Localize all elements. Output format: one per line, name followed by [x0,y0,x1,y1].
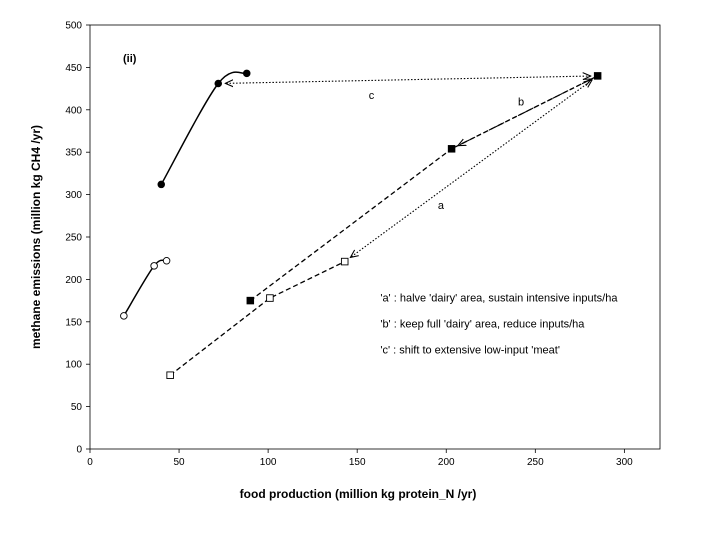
arrow-label-b: b [518,97,524,109]
annotation-2: 'c' : shift to extensive low-input 'meat… [380,345,560,357]
annotation-0: 'a' : halve 'dairy' area, sustain intens… [380,293,618,305]
data-point [157,180,165,189]
x-tick-label: 0 [87,457,93,468]
x-tick-label: 50 [174,457,186,468]
data-point [447,145,456,153]
annotation-1: 'b' : keep full 'dairy' area, reduce inp… [380,319,585,331]
arrow-a [350,80,592,257]
x-tick-label: 250 [527,457,544,468]
data-point [150,262,158,270]
y-tick-label: 350 [65,148,82,159]
data-point [214,79,222,88]
arrow-b [458,79,592,146]
y-tick-label: 100 [65,360,82,371]
annotation-layer: 'a' : halve 'dairy' area, sustain intens… [380,293,618,357]
series-line-1 [123,259,167,317]
series-line-3 [169,261,346,376]
y-tick-label: 50 [71,402,83,413]
y-tick-label: 500 [65,21,82,32]
marker-layer [120,69,602,379]
y-tick-label: 300 [65,190,82,201]
y-tick-label: 250 [65,233,82,244]
plot-frame [89,24,661,450]
data-point [242,69,251,78]
axes: 0 50 100 150 200 250 300 0 50 100 150 200 250 300 350 4… [65,21,633,469]
panel-label: (ii) [123,53,137,65]
arrow-label-c: c [369,90,375,102]
y-tick-label: 200 [65,275,82,286]
y-tick-label: 0 [76,445,82,456]
x-tick-label: 200 [438,457,455,468]
data-point [246,296,255,305]
y-tick-label: 150 [65,317,82,328]
data-point [162,256,171,265]
y-tick-label: 400 [65,105,82,116]
data-point [266,294,274,302]
x-tick-label: 100 [260,457,277,468]
data-point [340,257,349,266]
arrow-label-a: a [438,200,445,212]
series-line-0 [160,71,248,185]
y-axis-title: methane emissions (million kg CH4 /yr) [29,125,43,349]
data-point [120,312,128,320]
arrow-c [225,76,590,83]
y-tick-label: 450 [65,63,82,74]
arrow-layer: a b c [225,76,592,257]
x-tick-label: 300 [616,457,633,468]
series-line-2 [249,75,598,302]
x-tick-label: 150 [349,457,366,468]
x-axis-title: food production (million kg protein_N /y… [240,487,477,501]
data-point [593,72,602,80]
data-point [166,371,174,379]
